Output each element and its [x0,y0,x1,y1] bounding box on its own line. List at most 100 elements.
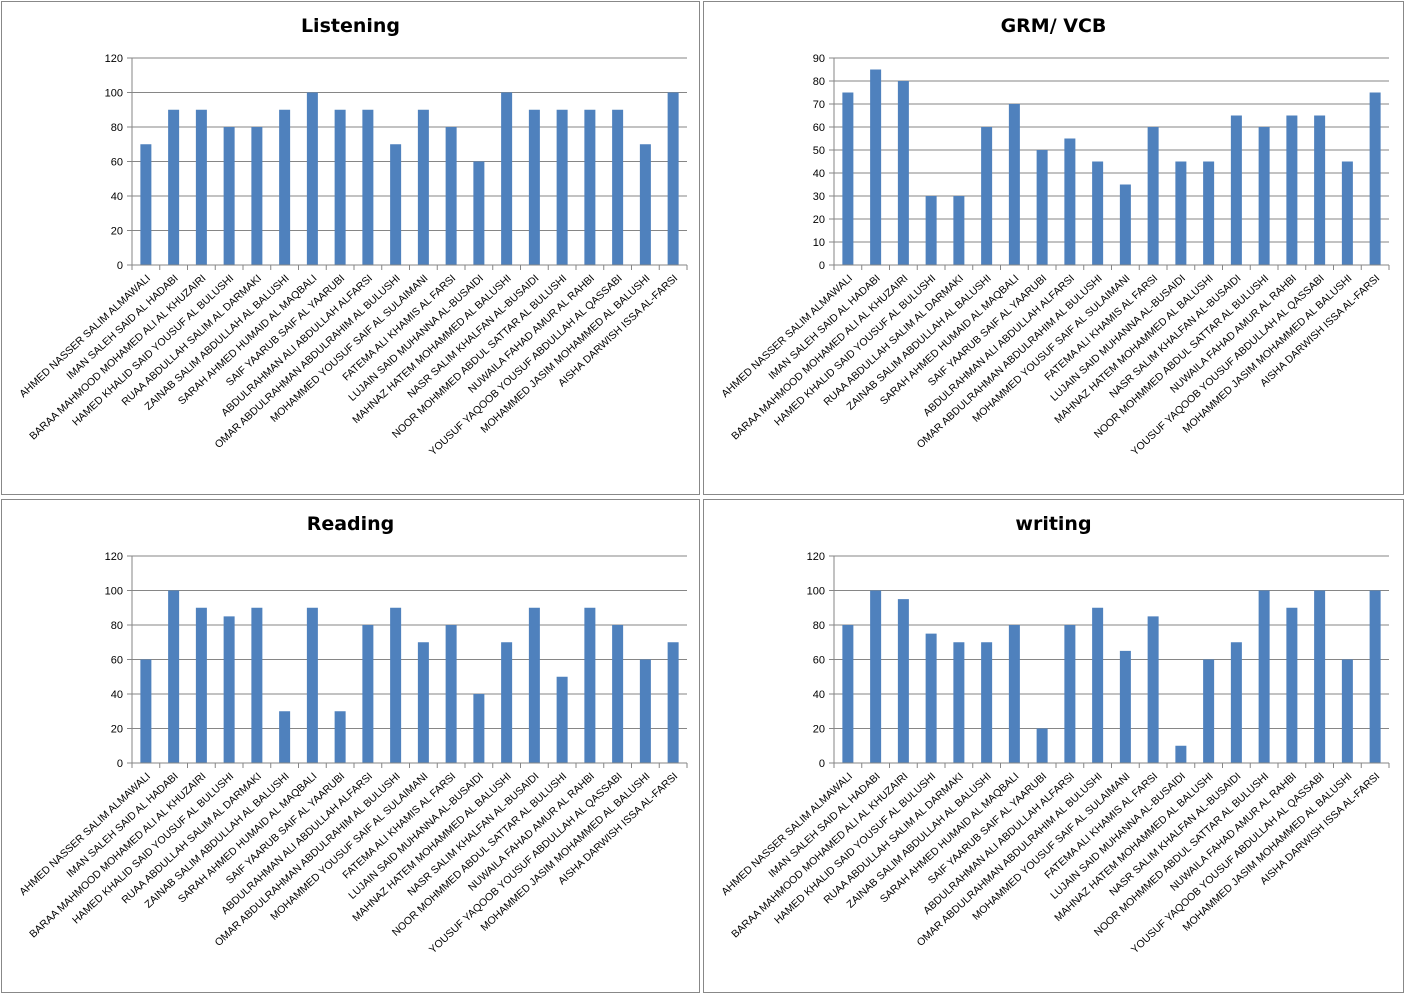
bar [870,69,882,265]
bar [1008,625,1020,763]
chart-title: writing [1015,513,1092,535]
bar [1175,745,1187,763]
y-tick-label: 20 [111,724,123,736]
y-tick-label: 60 [813,655,825,667]
y-tick-label: 20 [813,724,825,736]
y-tick-label: 40 [813,168,825,180]
bar [501,642,513,763]
bar [1369,590,1381,763]
bar [168,590,180,763]
bar [445,127,457,265]
bar [473,694,485,763]
bar [306,92,318,265]
writing-chart: writing 0 20 40 60 80 100 120 AHMED NASSER SALI… [703,499,1404,993]
bar [417,642,429,763]
bar [390,607,402,763]
bar [1230,115,1242,265]
y-tick-label: 120 [105,53,123,65]
bar [981,127,993,265]
y-tick-label: 0 [819,758,825,770]
bar [584,607,596,763]
bar [140,144,152,265]
y-tick-label: 80 [111,122,123,134]
bar [1147,127,1159,265]
y-tick-label: 100 [105,586,123,598]
bar [1008,104,1020,265]
bar [1314,115,1326,265]
y-tick-label: 100 [105,88,123,100]
bar [1203,161,1215,265]
bar [953,642,965,763]
bar [528,109,540,265]
y-tick-label: 90 [813,53,825,65]
bar [390,144,402,265]
y-tick-label: 30 [813,191,825,203]
bar [362,625,374,763]
y-tick-label: 60 [813,122,825,134]
bar [362,109,374,265]
bar [417,109,429,265]
bar [842,92,854,265]
y-tick-label: 120 [807,551,825,563]
bar [1341,161,1353,265]
y-tick-label: 20 [111,226,123,238]
bar [223,616,235,763]
bar [925,633,937,763]
bar [223,127,235,265]
bar [981,642,993,763]
bar [1064,138,1076,265]
y-tick-label: 50 [813,145,825,157]
bar [1258,127,1270,265]
bar [639,144,651,265]
bar [1092,607,1104,763]
bar [897,599,909,763]
y-tick-label: 10 [813,237,825,249]
bar [1119,650,1131,763]
bar [1203,659,1215,763]
bar [1119,184,1131,265]
y-tick-label: 120 [105,551,123,563]
bar [556,109,568,265]
bar [667,642,679,763]
bar [1314,590,1326,763]
bar [667,92,679,265]
bar [1092,161,1104,265]
bar [953,196,965,265]
bar [612,625,624,763]
y-tick-label: 60 [111,157,123,169]
bar [1286,115,1298,265]
bar [140,659,152,763]
y-tick-label: 0 [819,260,825,272]
y-tick-label: 100 [807,586,825,598]
bar [870,590,882,763]
bar [251,127,263,265]
y-tick-label: 80 [813,76,825,88]
y-tick-label: 40 [813,689,825,701]
chart-title: Listening [300,15,401,37]
y-tick-label: 60 [111,655,123,667]
bar [334,711,346,763]
bar [1341,659,1353,763]
y-tick-label: 80 [813,620,825,632]
bar [1286,607,1298,763]
reading-chart: Reading 0 20 40 60 80 100 120 AHMED NASSER SALI… [1,499,700,993]
y-tick-label: 0 [117,758,123,770]
listening-chart: Listening 0 20 40 60 80 100 120 AHMED NASSER SA… [1,1,700,495]
bar [501,92,513,265]
bar [473,161,485,265]
bar [612,109,624,265]
y-tick-label: 20 [813,214,825,226]
bar [1369,92,1381,265]
bar [195,607,207,763]
bar [195,109,207,265]
bar [279,711,291,763]
bar [1064,625,1076,763]
y-tick-label: 80 [111,620,123,632]
bar [639,659,651,763]
bar [528,607,540,763]
y-tick-label: 40 [111,191,123,203]
bar [584,109,596,265]
